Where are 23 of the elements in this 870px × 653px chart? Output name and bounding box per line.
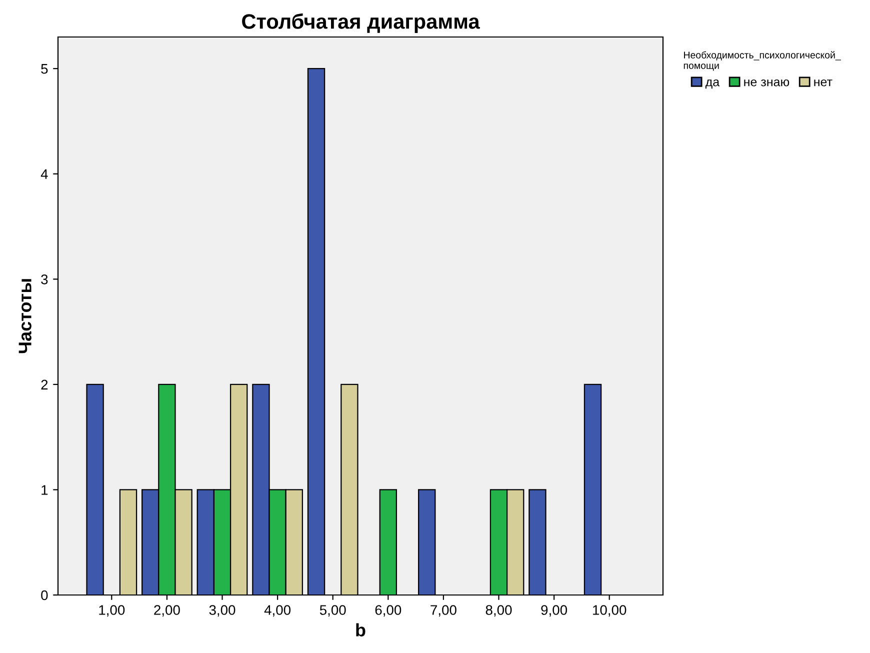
y-tick-label: 2 xyxy=(41,380,48,390)
legend-label: да xyxy=(705,79,720,89)
x-tick-label: 7,00 xyxy=(430,605,456,617)
x-tick-label: 2,00 xyxy=(154,605,180,617)
y-tick-label: 4 xyxy=(40,169,48,179)
legend-label: не знаю xyxy=(744,79,790,86)
x-tick-label: 6,00 xyxy=(375,605,402,617)
x-axis-title: b xyxy=(356,623,366,636)
x-tick-label: 10,00 xyxy=(593,605,626,617)
y-tick-label: 3 xyxy=(41,274,48,284)
chart-title: Столбчатая диаграмма xyxy=(242,13,480,33)
x-tick-label: 4,00 xyxy=(264,605,291,617)
y-tick-label: 5 xyxy=(41,64,48,74)
y-axis-title: Частоты xyxy=(18,279,32,354)
y-tick-label: 0 xyxy=(41,590,48,600)
x-tick-label: 8,00 xyxy=(486,605,512,617)
x-tick-label: 3,00 xyxy=(209,605,236,617)
y-tick-label: 1 xyxy=(42,485,48,495)
legend-label: нет xyxy=(814,79,832,86)
x-tick-label: 5,00 xyxy=(320,605,346,617)
x-tick-label: 9,00 xyxy=(541,605,568,617)
x-tick-label: 1,00 xyxy=(99,605,125,617)
legend-title: Необходимость_психологической_ помощи xyxy=(684,51,841,71)
